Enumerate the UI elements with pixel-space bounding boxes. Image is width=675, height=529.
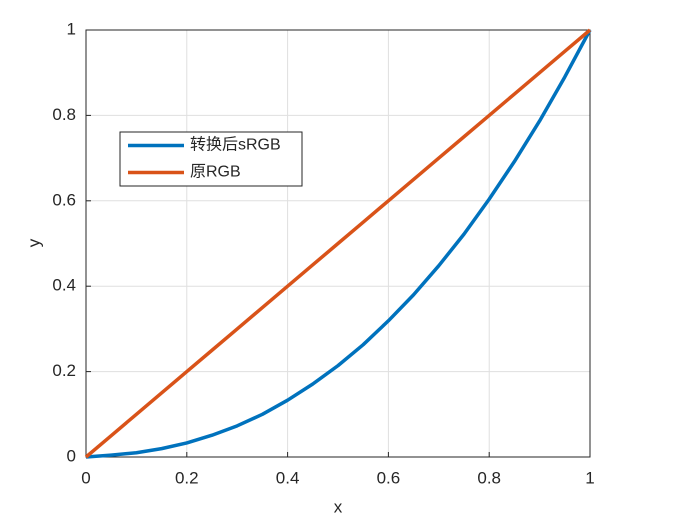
legend-label: 转换后sRGB	[190, 136, 281, 154]
x-tick-label: 0.2	[175, 468, 199, 487]
y-tick-label: 0.2	[52, 361, 76, 380]
x-tick-label: 0.4	[276, 468, 300, 487]
x-tick-label: 1	[585, 468, 594, 487]
y-tick-label: 0.4	[52, 276, 76, 295]
x-tick-label: 0	[81, 468, 90, 487]
y-axis-label: y	[24, 238, 43, 247]
y-tick-label: 0	[67, 446, 76, 465]
line	[85, 29, 592, 459]
x-tick-label: 0.6	[377, 468, 401, 487]
legend-label: 原RGB	[190, 164, 241, 181]
y-tick-label: 1	[67, 19, 76, 38]
x-axis-label: x	[334, 497, 343, 516]
y-tick-label: 0.6	[52, 190, 76, 209]
y-tick-label: 0.8	[52, 105, 76, 124]
legend-box	[119, 131, 303, 187]
line	[84, 28, 592, 459]
x-tick-label: 0.8	[477, 468, 501, 487]
axes-box	[85, 29, 591, 458]
